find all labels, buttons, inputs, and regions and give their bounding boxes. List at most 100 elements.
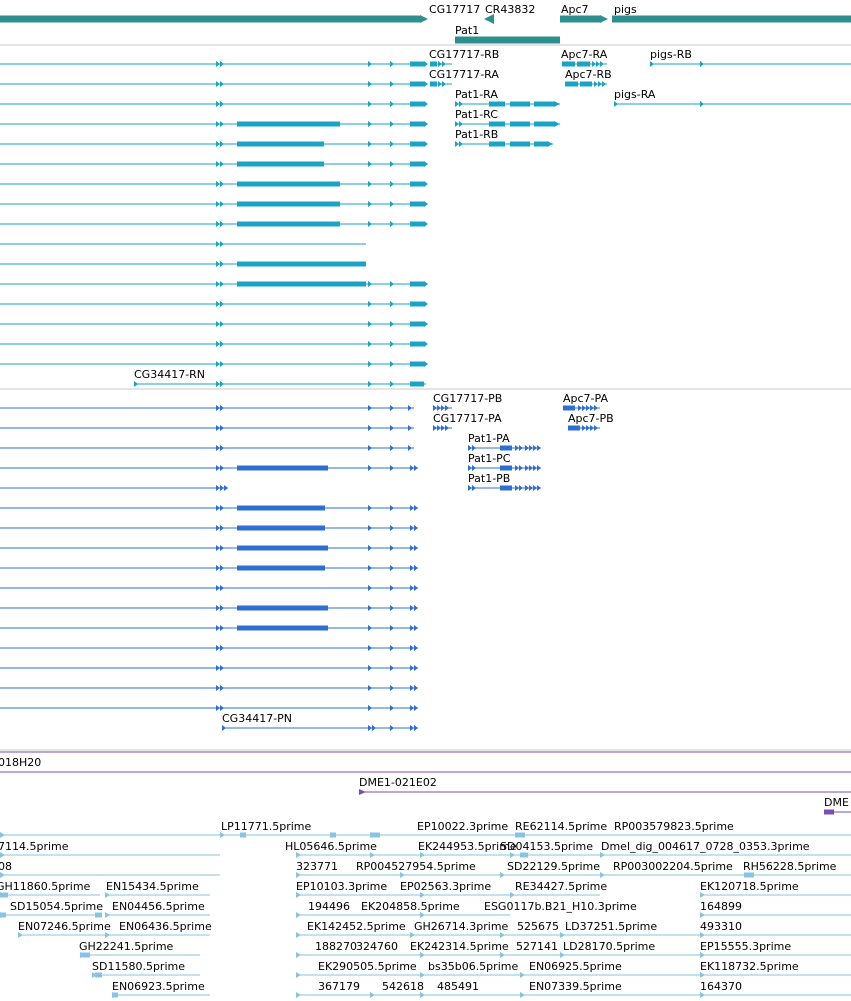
transcript-exon bbox=[510, 141, 530, 147]
transcript-exon bbox=[410, 81, 424, 87]
cds-exon-arrow bbox=[472, 465, 476, 471]
est-block bbox=[95, 912, 102, 918]
est-label: SD11580.5prime bbox=[92, 960, 185, 973]
gene-label: CR43832 bbox=[485, 3, 535, 16]
cds-exon-arrow bbox=[390, 405, 394, 411]
cds-exon-arrow bbox=[390, 705, 394, 711]
transcript-exon-arrow bbox=[424, 61, 428, 67]
transcript-exon-arrow bbox=[455, 121, 459, 127]
transcript-exon-arrow bbox=[554, 101, 560, 107]
transcript-exon-arrow bbox=[216, 141, 220, 147]
transcript-exon-arrow bbox=[390, 281, 394, 287]
est-arrow bbox=[370, 852, 375, 858]
transcript-exon-arrow bbox=[424, 121, 428, 127]
clone-end bbox=[359, 789, 366, 795]
cds-label: Pat1-PC bbox=[468, 452, 511, 465]
cds-exon-arrow bbox=[433, 425, 437, 431]
transcript-exon-arrow bbox=[216, 261, 220, 267]
transcript-exon-arrow bbox=[594, 81, 598, 87]
transcript-exon bbox=[510, 101, 530, 107]
transcript-exon-arrow bbox=[424, 181, 428, 187]
cds-exon-arrow bbox=[390, 505, 394, 511]
est-block bbox=[0, 892, 8, 898]
cds-exon bbox=[237, 565, 325, 571]
cds-exon bbox=[500, 445, 512, 451]
est-arrow bbox=[0, 852, 5, 858]
transcript-exon-arrow bbox=[442, 81, 446, 87]
transcript-exon-arrow bbox=[368, 181, 372, 187]
est-block bbox=[370, 832, 380, 838]
transcript-exon bbox=[562, 61, 575, 67]
est-block bbox=[0, 912, 6, 918]
est-arrow bbox=[0, 872, 5, 878]
est-arrow bbox=[560, 932, 565, 938]
gene-feature bbox=[612, 15, 851, 23]
transcript-exon-arrow bbox=[390, 141, 394, 147]
est-label: RP003579823.5prime bbox=[614, 820, 734, 833]
est-arrow bbox=[500, 872, 505, 878]
cds-label: Pat1-PA bbox=[468, 432, 510, 445]
transcript-exon-arrow bbox=[459, 101, 463, 107]
transcript-exon bbox=[510, 121, 530, 127]
transcript-exon-arrow bbox=[368, 101, 372, 107]
transcript-exon-arrow bbox=[216, 341, 220, 347]
transcript-label: CG17717-RA bbox=[429, 68, 499, 81]
transcript-track: CG17717-RB Apc7-RA pigs-RB CG17717-RA Apc7-R… bbox=[0, 48, 851, 489]
transcript-exon-arrow bbox=[220, 161, 224, 167]
cds-exon-arrow bbox=[410, 545, 414, 551]
transcript-exon bbox=[237, 141, 324, 147]
est-arrow bbox=[105, 892, 110, 898]
est-label: SD22129.5prime bbox=[507, 860, 600, 873]
est-arrow bbox=[420, 952, 425, 958]
cds-exon-arrow bbox=[437, 405, 441, 411]
est-arrow bbox=[296, 872, 301, 878]
est-arrow bbox=[296, 992, 301, 998]
est-arrow bbox=[105, 932, 110, 938]
cds-exon-arrow bbox=[390, 665, 394, 671]
transcript-exon-arrow bbox=[390, 341, 394, 347]
cds-exon-arrow bbox=[586, 405, 590, 411]
transcript-exon-arrow bbox=[368, 161, 372, 167]
est-arrow bbox=[420, 912, 425, 918]
est-label: GH22241.5prime bbox=[79, 940, 174, 953]
est-arrow bbox=[410, 932, 415, 938]
transcript-exon-arrow bbox=[220, 121, 224, 127]
cds-exon-arrow bbox=[216, 405, 220, 411]
transcript-exon-arrow bbox=[390, 101, 394, 107]
cds-exon-arrow bbox=[390, 465, 394, 471]
cds-exon-arrow bbox=[533, 485, 537, 491]
transcript-label: Pat1-RB bbox=[455, 128, 498, 141]
transcript-label: pigs-RB bbox=[650, 48, 692, 61]
transcript-exon bbox=[237, 181, 325, 187]
transcript-exon-arrow bbox=[368, 221, 372, 227]
cds-exon-arrow bbox=[390, 585, 394, 591]
transcript-exon bbox=[237, 161, 324, 167]
cds-exon-arrow bbox=[594, 425, 598, 431]
transcript-exon-arrow bbox=[614, 101, 618, 107]
cds-exon bbox=[568, 425, 580, 431]
est-label: RP004527954.5prime bbox=[356, 860, 476, 873]
gene-label: CG17717 bbox=[429, 3, 480, 16]
cds-exon-arrow bbox=[216, 665, 220, 671]
cds-exon-arrow bbox=[368, 465, 372, 471]
cds-exon-arrow bbox=[220, 625, 224, 631]
est-arrow bbox=[92, 972, 97, 978]
transcript-exon-arrow bbox=[390, 201, 394, 207]
cds-exon-arrow bbox=[414, 505, 418, 511]
transcript-exon-arrow bbox=[438, 61, 442, 67]
transcript-exon bbox=[410, 101, 424, 107]
transcript-exon-arrow bbox=[220, 381, 224, 387]
cds-exon-arrow bbox=[410, 505, 414, 511]
cds-exon-arrow bbox=[368, 685, 372, 691]
cds-exon-arrow bbox=[519, 485, 523, 491]
transcript-exon bbox=[410, 121, 424, 127]
transcript-exon-arrow bbox=[216, 361, 220, 367]
est-arrow bbox=[510, 892, 515, 898]
cds-exon bbox=[237, 625, 328, 631]
cds-exon bbox=[237, 545, 328, 551]
est-block bbox=[520, 852, 528, 858]
transcript-exon bbox=[534, 101, 554, 107]
transcript-exon-arrow bbox=[216, 321, 220, 327]
cds-exon-arrow bbox=[390, 525, 394, 531]
cds-exon-arrow bbox=[590, 405, 594, 411]
